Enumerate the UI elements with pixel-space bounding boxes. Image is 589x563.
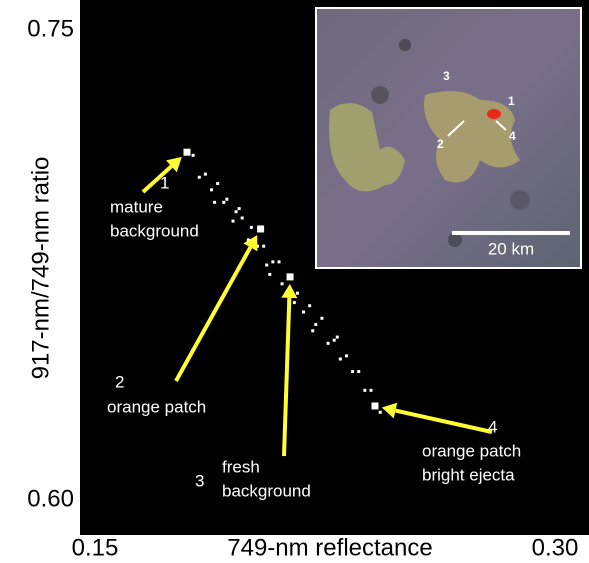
scatter-point: [265, 264, 268, 267]
scatter-point: [192, 154, 195, 157]
scatter-point: [216, 182, 219, 185]
scatter-point: [345, 354, 348, 357]
x-axis-label: 749-nm reflectance: [227, 534, 432, 561]
scale-label: 20 km: [488, 239, 534, 258]
annotation-text: background: [222, 481, 311, 500]
crater: [510, 190, 530, 210]
annotation-text: background: [110, 221, 199, 240]
y-tick-label: 0.75: [27, 15, 74, 42]
annotation-text: 3: [195, 471, 204, 490]
inset-label: 1: [508, 94, 515, 108]
scatter-point: [225, 198, 228, 201]
scatter-point: [293, 301, 296, 304]
annotation-text: orange patch: [422, 441, 521, 460]
inset-label: 2: [437, 137, 444, 151]
annotation-text: 2: [115, 372, 124, 391]
annotation-text: bright ejecta: [422, 465, 515, 484]
scatter-point: [278, 260, 281, 263]
highlighted-point: [257, 225, 264, 232]
y-axis-label: 917-nm/749-nm ratio: [27, 157, 54, 380]
scatter-point: [336, 336, 339, 339]
scatter-point: [308, 304, 311, 307]
scatter-point: [268, 273, 271, 276]
scatter-point: [204, 173, 207, 176]
scatter-point: [379, 411, 382, 414]
page: {"chart_data":{"type":"scatter", "xlabel…: [0, 0, 589, 563]
scatter-point: [327, 342, 330, 345]
scatter-point: [351, 370, 354, 373]
scatter-point: [302, 311, 305, 314]
annotation-text: 1: [160, 173, 169, 192]
scatter-point: [210, 188, 213, 191]
scatter-point: [281, 282, 284, 285]
scatter-point: [213, 201, 216, 204]
scatter-point: [271, 260, 274, 263]
annotation-text: mature: [110, 197, 163, 216]
scatter-point: [339, 358, 342, 361]
x-tick-label: 0.15: [72, 534, 119, 561]
highlighted-point: [287, 273, 294, 280]
orange-spot: [487, 109, 501, 119]
scatter-point: [232, 220, 235, 223]
annotation-text: orange patch: [107, 397, 206, 416]
scatter-point: [241, 217, 244, 220]
scatter-point: [222, 201, 225, 204]
inset-image: 3 1 2 4 20 km: [316, 8, 581, 268]
crater: [371, 86, 389, 104]
annotation-text: 4: [488, 417, 497, 436]
crater: [448, 233, 462, 247]
scatter-point: [320, 317, 323, 320]
highlighted-point: [371, 403, 378, 410]
scatter-point: [296, 292, 299, 295]
scatter-point: [198, 176, 201, 179]
annotation-text: fresh: [222, 457, 260, 476]
scatter-point: [235, 210, 238, 213]
chart: 749-nm reflectance 917-nm/749-nm ratio 1…: [0, 0, 589, 563]
scatter-point: [250, 226, 253, 229]
scatter-point: [238, 207, 241, 210]
scatter-point: [311, 329, 314, 332]
crater: [399, 39, 411, 51]
scatter-point: [314, 323, 317, 326]
inset-label: 3: [443, 69, 450, 83]
scatter-point: [370, 389, 373, 392]
scatter-point: [357, 370, 360, 373]
highlighted-point: [184, 149, 191, 156]
scatter-point: [262, 245, 265, 248]
scatter-point: [333, 339, 336, 342]
x-tick-label: 0.30: [532, 534, 579, 561]
inset-label: 4: [509, 129, 516, 143]
scatter-point: [363, 389, 366, 392]
y-tick-label: 0.60: [27, 485, 74, 512]
